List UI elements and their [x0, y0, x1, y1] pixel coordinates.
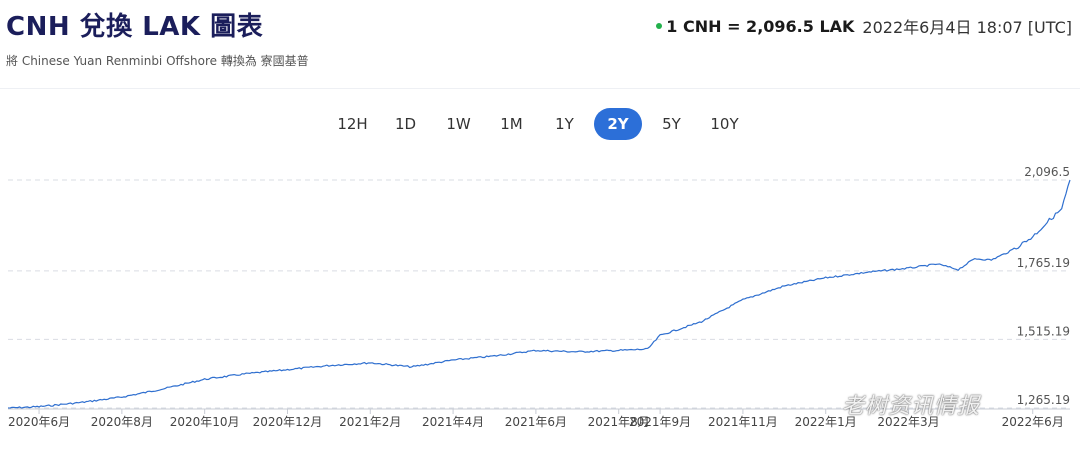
y-tick-label: 1,515.19 [1017, 324, 1070, 338]
series-line [7, 179, 1071, 409]
x-tick-label: 2022年1月 [795, 415, 857, 429]
tab-10y[interactable]: 10Y [710, 115, 739, 133]
exchange-rate-chart[interactable]: 2,096.5 1,765.19 1,515.19 1,265.19 2020年6月 20… [0, 150, 1080, 456]
x-tick-label: 2021年4月 [422, 415, 484, 429]
page-subtitle: 將 Chinese Yuan Renminbi Offshore 轉換為 寮國基… [6, 54, 309, 68]
x-tick-label: 2022年6月 [1002, 415, 1064, 429]
x-tick-label: 2021年11月 [708, 415, 778, 429]
x-tick-label: 2021年9月 [629, 415, 691, 429]
y-tick-label: 1,765.19 [1017, 256, 1070, 270]
x-tick-label: 2021年8月 [588, 415, 650, 429]
tab-1m[interactable]: 1M [500, 115, 523, 133]
time-range-tabs: 12H 1D 1W 1M 1Y 2Y 5Y 10Y [326, 108, 751, 140]
tab-1y[interactable]: 1Y [555, 115, 574, 133]
x-tick-label: 2021年6月 [505, 415, 567, 429]
rate-value: 1 CNH = 2,096.5 LAK [666, 16, 855, 36]
x-tick-label: 2020年12月 [253, 415, 323, 429]
current-rate: 1 CNH = 2,096.5 LAK 2022年6月4日 18:07 [UTC… [656, 14, 1072, 38]
page-title: CNH 兌換 LAK 圖表 [6, 12, 264, 42]
x-tick-label: 2020年10月 [170, 415, 240, 429]
x-tick-label: 2022年3月 [877, 415, 939, 429]
tab-1w[interactable]: 1W [446, 115, 471, 133]
status-dot-icon [656, 23, 663, 29]
header-divider [0, 88, 1080, 89]
tab-5y[interactable]: 5Y [662, 115, 681, 133]
tab-2y[interactable]: 2Y [594, 108, 642, 140]
tab-12h[interactable]: 12H [337, 115, 368, 133]
y-tick-label: 2,096.5 [1024, 165, 1070, 179]
x-tick-label: 2021年2月 [339, 415, 401, 429]
x-tick-label: 2020年8月 [91, 415, 153, 429]
y-tick-label: 1,265.19 [1017, 393, 1070, 407]
tab-1d[interactable]: 1D [394, 115, 417, 133]
x-tick-label: 2020年6月 [8, 415, 70, 429]
live-status-dot: 1 CNH = 2,096.5 LAK [656, 17, 854, 36]
rate-timestamp: 2022年6月4日 18:07 [UTC] [862, 18, 1072, 37]
watermark-text: 老树资讯情报 [842, 394, 981, 419]
